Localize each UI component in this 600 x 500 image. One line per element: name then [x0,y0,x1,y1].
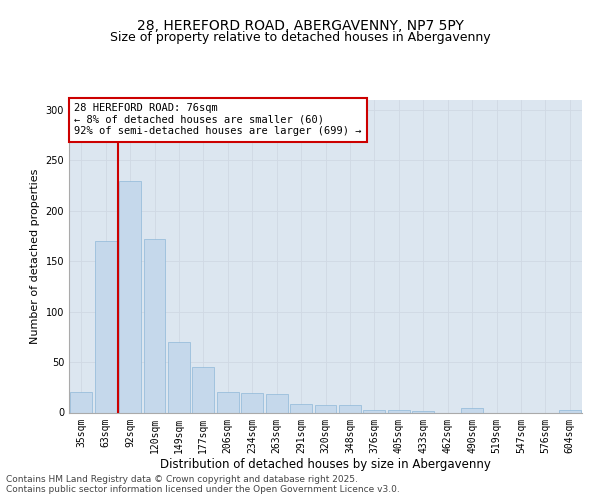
Bar [143,239,166,412]
Y-axis label: Number of detached properties: Number of detached properties [30,168,40,344]
Bar [241,394,263,412]
Bar [364,410,385,412]
Bar [314,406,337,412]
Bar [461,408,483,412]
Bar [266,394,287,412]
Bar [388,410,410,412]
Text: Size of property relative to detached houses in Abergavenny: Size of property relative to detached ho… [110,31,490,44]
Bar [95,241,116,412]
Bar [70,392,92,412]
Bar [559,410,581,412]
Bar [217,392,239,412]
Bar [168,342,190,412]
Bar [339,406,361,412]
Bar [193,367,214,412]
Text: 28 HEREFORD ROAD: 76sqm
← 8% of detached houses are smaller (60)
92% of semi-det: 28 HEREFORD ROAD: 76sqm ← 8% of detached… [74,103,362,136]
X-axis label: Distribution of detached houses by size in Abergavenny: Distribution of detached houses by size … [160,458,491,471]
Bar [290,404,312,412]
Text: 28, HEREFORD ROAD, ABERGAVENNY, NP7 5PY: 28, HEREFORD ROAD, ABERGAVENNY, NP7 5PY [137,18,463,32]
Bar [119,180,141,412]
Text: Contains HM Land Registry data © Crown copyright and database right 2025.
Contai: Contains HM Land Registry data © Crown c… [6,475,400,494]
